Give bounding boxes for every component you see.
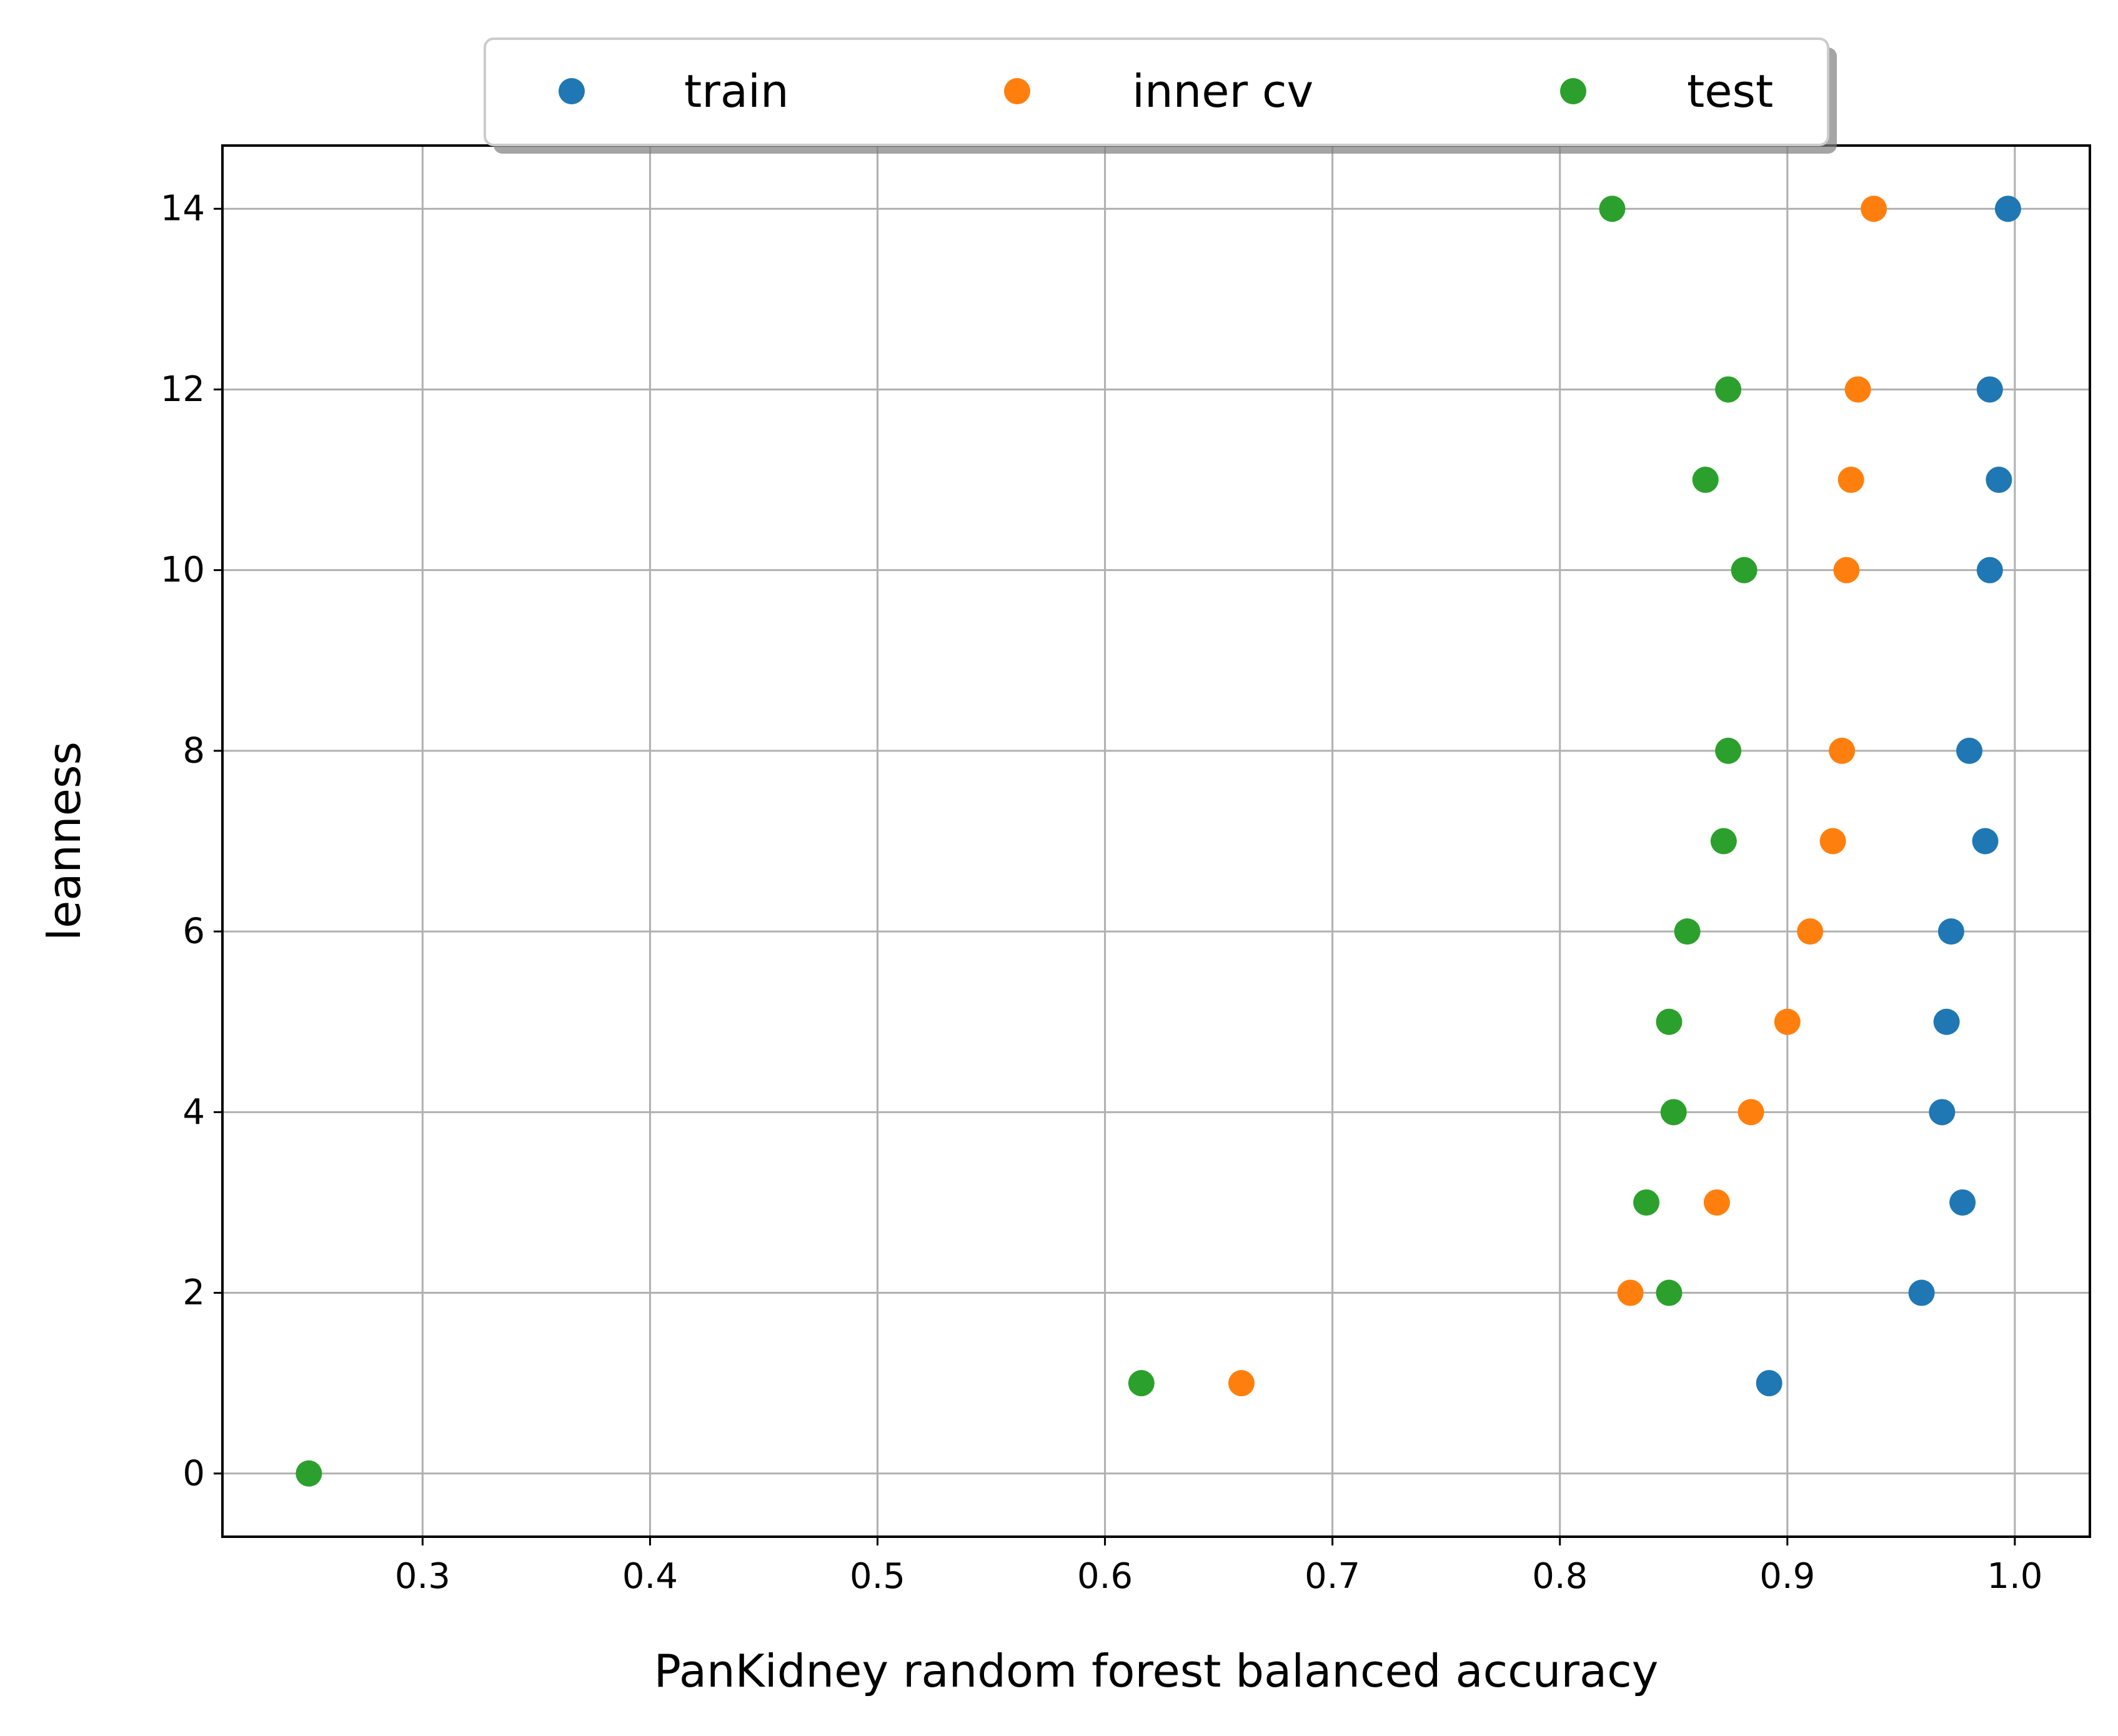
data-point-test [1710,828,1737,855]
data-point-test [1715,737,1742,764]
data-point-test [296,1460,322,1487]
data-point-train [1756,1370,1782,1397]
x-axis-label: PanKidney random forest balanced accurac… [654,1645,1659,1697]
data-point-inner-cv [1774,1008,1801,1035]
data-point-inner-cv [1228,1370,1255,1397]
data-point-inner-cv [1797,918,1824,945]
legend-box [484,37,1829,146]
data-point-train [1994,196,2021,222]
x-tick-label: 0.9 [1759,1556,1815,1597]
data-point-train [1937,918,1964,945]
data-point-test [1633,1189,1660,1216]
data-point-test [1660,1099,1687,1126]
grid [222,146,2090,1537]
data-point-test [1599,196,1626,222]
data-point-train [1949,1189,1976,1216]
data-point-test [1674,918,1701,945]
data-point-inner-cv [1738,1099,1764,1126]
data-point-test [1692,467,1719,494]
data-point-train [1929,1099,1956,1126]
data-point-train [1908,1279,1935,1306]
data-point-test [1715,376,1742,403]
data-point-test [1731,557,1758,583]
y-axis-label: leanness [38,742,91,941]
data-point-inner-cv [1837,467,1864,494]
data-point-train [1976,376,2003,403]
y-tick-label: 0 [182,1453,205,1494]
data-point-inner-cv [1844,376,1871,403]
data-point-inner-cv [1703,1189,1730,1216]
y-tick-label: 6 [182,911,205,952]
legend-label-inner-cv: inner cv [1132,65,1313,117]
data-point-inner-cv [1861,196,1887,222]
legend-marker-train [559,78,585,104]
data-point-test [1656,1279,1683,1306]
data-point-test [1128,1370,1155,1397]
data-point-test [1656,1008,1683,1035]
data-point-inner-cv [1829,737,1856,764]
data-point-train [1972,828,1999,855]
data-point-train [1976,557,2003,583]
data-point-inner-cv [1617,1279,1644,1306]
legend-label-train: train [684,65,789,117]
y-tick-label: 14 [161,189,205,229]
y-tick-label: 10 [161,550,205,590]
data-point-inner-cv [1819,828,1846,855]
x-tick-label: 0.7 [1305,1556,1360,1597]
data-point-train [1956,737,1983,764]
legend-marker-test [1560,78,1586,104]
x-tick-label: 0.8 [1532,1556,1588,1597]
data-point-train [1986,467,2012,494]
x-tick-label: 0.4 [622,1556,678,1597]
x-tick-label: 1.0 [1987,1556,2042,1597]
x-tick-label: 0.6 [1077,1556,1133,1597]
legend-marker-inner-cv [1004,78,1030,104]
y-tick-label: 2 [182,1272,205,1313]
legend: train inner cv test [484,37,1837,154]
y-tick-label: 8 [182,730,205,771]
y-tick-label: 12 [161,369,205,410]
data-point-inner-cv [1833,557,1860,583]
axis-ticks: 0.3 0.4 0.5 0.6 0.7 0.8 0.9 1.0 0 2 4 6 8 10 12 14 [161,189,2043,1597]
data-points [296,196,2021,1487]
x-tick-label: 0.5 [850,1556,905,1597]
legend-label-test: test [1687,65,1773,117]
y-tick-label: 4 [182,1092,205,1133]
data-point-train [1933,1008,1960,1035]
x-tick-label: 0.3 [395,1556,450,1597]
